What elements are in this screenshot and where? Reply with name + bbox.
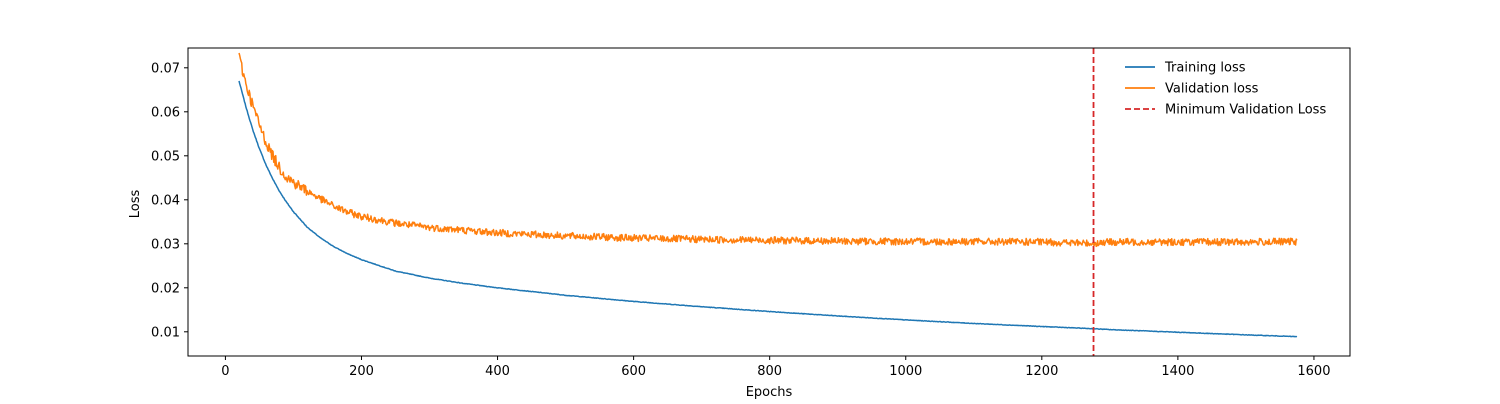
y-tick-label: 0.06 bbox=[151, 105, 180, 120]
y-tick-label: 0.02 bbox=[151, 281, 180, 296]
x-tick-label: 1000 bbox=[889, 364, 922, 379]
x-tick-label: 1200 bbox=[1025, 364, 1058, 379]
x-axis: 0 200 400 600 800 1000 1200 1400 1600 bbox=[221, 356, 1330, 379]
x-tick-label: 800 bbox=[757, 364, 782, 379]
x-axis-label: Epochs bbox=[746, 385, 793, 400]
x-tick-label: 600 bbox=[621, 364, 646, 379]
legend-label: Validation loss bbox=[1165, 82, 1259, 97]
x-tick-label: 1400 bbox=[1161, 364, 1194, 379]
y-tick-label: 0.03 bbox=[151, 237, 180, 252]
x-tick-label: 200 bbox=[349, 364, 374, 379]
x-tick-label: 1600 bbox=[1297, 364, 1330, 379]
x-tick-label: 400 bbox=[485, 364, 510, 379]
y-tick-label: 0.04 bbox=[151, 193, 180, 208]
legend-label: Minimum Validation Loss bbox=[1165, 103, 1326, 118]
y-axis: 0.01 0.02 0.03 0.04 0.05 0.06 0.07 bbox=[151, 61, 188, 340]
series-line-validation-loss bbox=[238, 52, 1298, 248]
plot-frame bbox=[187, 47, 1351, 357]
legend: Training loss Validation loss Minimum Vali… bbox=[1125, 61, 1326, 118]
y-axis-label: Loss bbox=[128, 190, 143, 219]
series-line-training-loss bbox=[238, 80, 1298, 338]
y-tick-label: 0.07 bbox=[151, 61, 180, 76]
legend-label: Training loss bbox=[1164, 61, 1246, 76]
y-tick-label: 0.05 bbox=[151, 149, 180, 164]
y-tick-label: 0.01 bbox=[151, 325, 180, 340]
x-tick-label: 0 bbox=[221, 364, 229, 379]
plot-area bbox=[188, 48, 1350, 356]
series-layer bbox=[238, 52, 1298, 338]
